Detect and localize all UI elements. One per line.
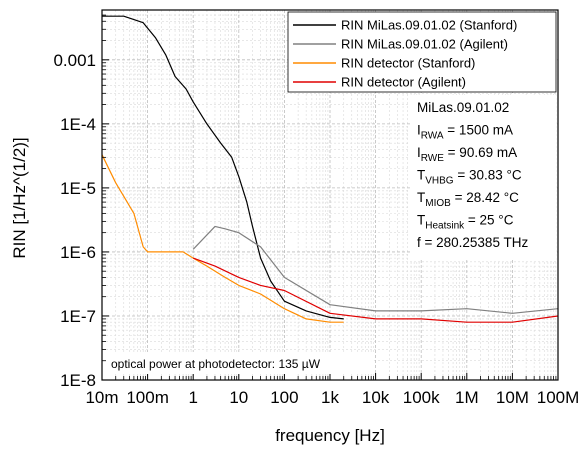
info-line-7: f = 280.25385 THz — [417, 235, 528, 250]
series-layer — [102, 15, 558, 323]
x-tick-label: 100m — [126, 388, 169, 407]
info-line-1: MiLas.09.01.02 — [417, 100, 509, 115]
info-line-2: IRWA = 1500 mA — [417, 123, 513, 142]
y-tick-label: 1E-4 — [60, 115, 96, 134]
x-tick-label: 10M — [496, 388, 529, 407]
x-tick-label: 10m — [85, 388, 118, 407]
y-tick-labels: 0.001 1E-4 1E-5 1E-6 1E-7 1E-8 — [53, 51, 96, 390]
x-tick-label: 10k — [362, 388, 390, 407]
series-line-4 — [192, 257, 558, 323]
legend-label-3: RIN detector (Stanford) — [341, 56, 475, 71]
info-line-6: THeatsink = 25 °C — [417, 213, 514, 232]
series-line-2 — [192, 225, 558, 314]
y-tick-label: 1E-7 — [60, 307, 96, 326]
series-line-1 — [102, 15, 344, 320]
y-tick-label: 1E-8 — [60, 371, 96, 390]
legend-label-2: RIN MiLas.09.01.02 (Agilent) — [341, 37, 508, 52]
y-tick-label: 1E-5 — [60, 179, 96, 198]
x-tick-label: 100M — [537, 388, 580, 407]
info-box-background — [410, 95, 556, 260]
y-tick-label: 1E-6 — [60, 243, 96, 262]
y-axis-label: RIN [1/Hz^(1/2)] — [10, 137, 29, 258]
x-tick-label: 1 — [188, 388, 197, 407]
y-tick-label: 0.001 — [53, 51, 96, 70]
legend-label-4: RIN detector (Agilent) — [341, 75, 466, 90]
legend: RIN MiLas.09.01.02 (Stanford) RIN MiLas.0… — [287, 11, 557, 93]
info-line-5: TMIOB = 28.42 °C — [417, 190, 519, 209]
info-line-3: IRWE = 90.69 mA — [417, 145, 517, 164]
x-tick-label: 1k — [321, 388, 339, 407]
x-axis-label: frequency [Hz] — [275, 426, 385, 445]
x-tick-label: 10 — [229, 388, 248, 407]
x-tick-label: 1M — [455, 388, 479, 407]
series-line-3 — [102, 154, 344, 323]
ticks-layer — [101, 14, 559, 381]
info-line-4: TVHBG = 30.83 °C — [417, 168, 522, 187]
note-text: optical power at photodetector: 135 µW — [111, 357, 321, 371]
info-box: MiLas.09.01.02 IRWA = 1500 mA IRWE = 90.69… — [410, 95, 556, 260]
note-background — [106, 352, 374, 374]
x-tick-label: 100 — [270, 388, 298, 407]
x-tick-labels: 10m 100m 1 10 100 1k 10k 100k 1M 10M 100M — [85, 388, 579, 407]
x-tick-label: 100k — [403, 388, 440, 407]
legend-label-1: RIN MiLas.09.01.02 (Stanford) — [341, 18, 517, 33]
